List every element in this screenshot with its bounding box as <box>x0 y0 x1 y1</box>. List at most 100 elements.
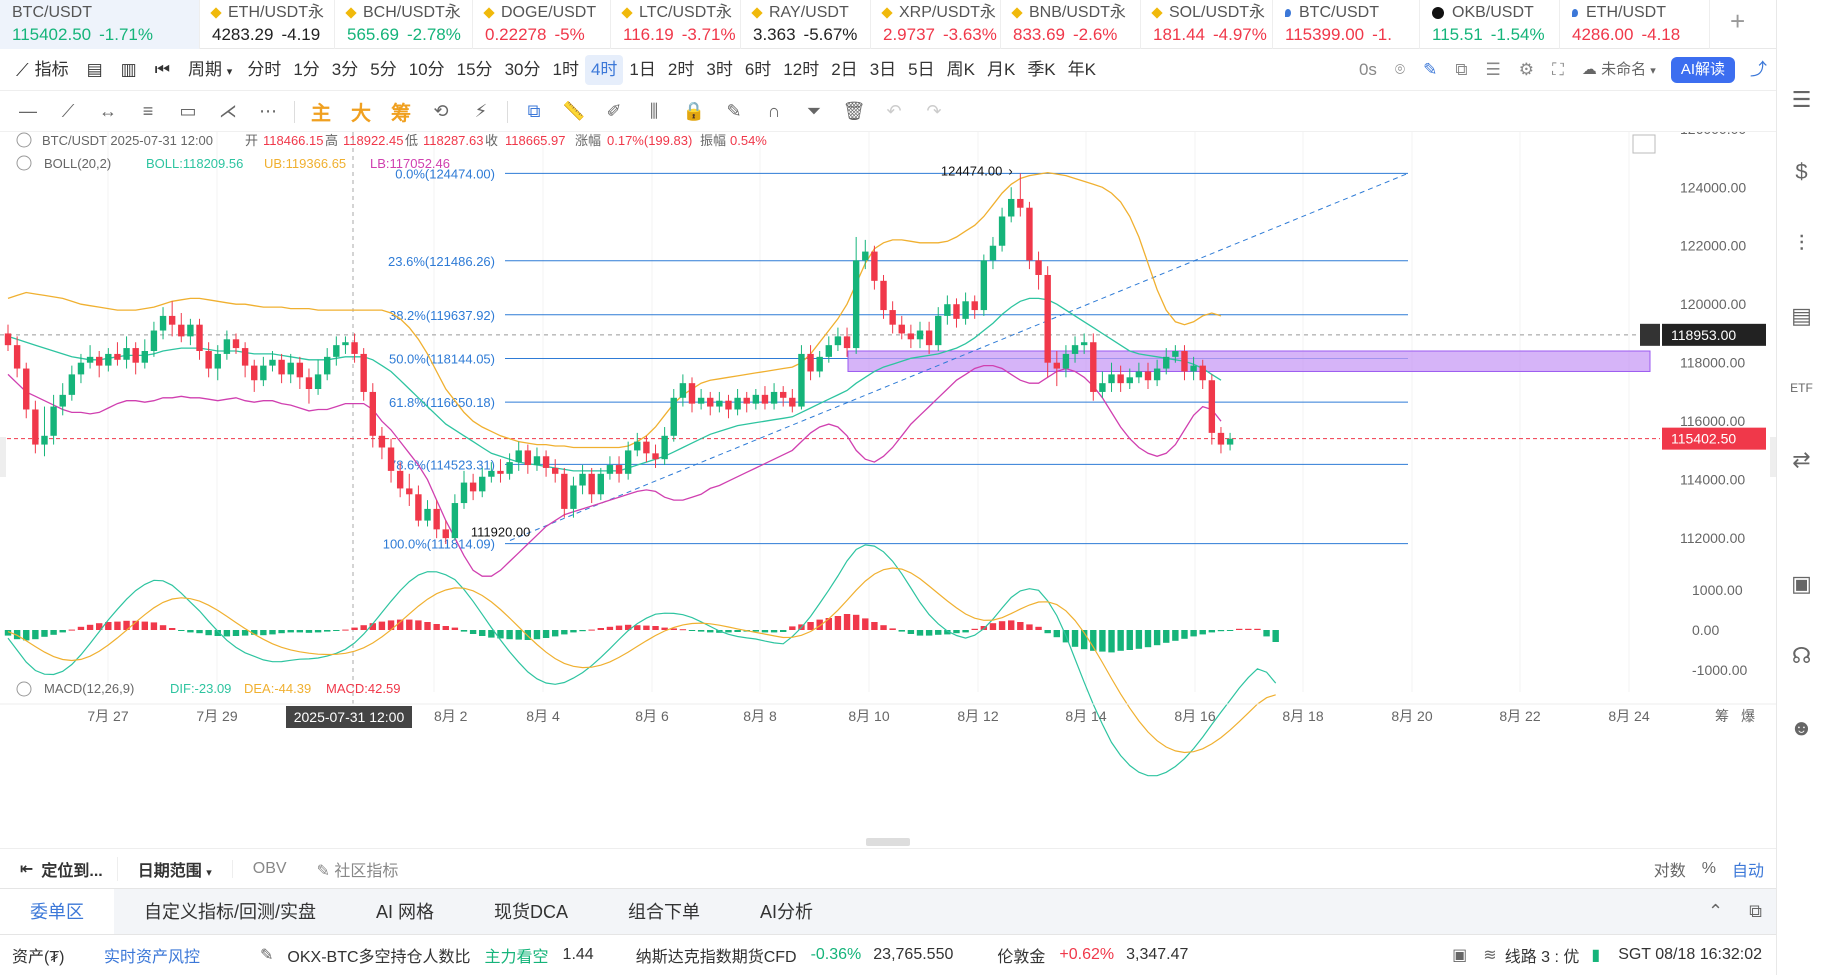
indicator-button[interactable]: ⟋ 指标 <box>0 55 78 85</box>
ticker-tab[interactable]: BCH/USDT永 565.69 -2.78% <box>335 0 473 49</box>
assets-label[interactable]: 资产(₮) <box>12 949 65 966</box>
interval-7[interactable]: 1时 <box>552 59 579 79</box>
obv-button[interactable]: OBV <box>231 859 307 878</box>
magic-wand-icon[interactable]: ⚡ <box>474 101 488 121</box>
interval-13[interactable]: 12时 <box>783 59 820 79</box>
panel-tab[interactable]: AI分析 <box>760 901 814 922</box>
date-range-dropdown[interactable]: 日期范围 ▾ <box>116 856 232 881</box>
ticker-tab[interactable]: BTC/USDT 115399.00 -1. <box>1273 0 1420 49</box>
popout-panel-icon[interactable]: ⧉ <box>1749 901 1762 921</box>
trade-icon[interactable]: $ <box>1795 159 1808 184</box>
auto-scale-button[interactable]: 自动 <box>1731 862 1764 880</box>
layout-icon[interactable]: ▥ <box>120 59 137 79</box>
filter-icon[interactable]: ⏷ <box>806 101 822 121</box>
horizontal-line-icon[interactable]: — <box>19 101 37 121</box>
community-indicators-button[interactable]: ✎ 社区指标 <box>307 857 409 881</box>
ticker-tab[interactable]: DOGE/USDT 0.22278 -5% <box>473 0 611 49</box>
share-icon[interactable]: ⤴ <box>1750 59 1767 79</box>
collapse-icon[interactable]: ⌃ <box>1708 901 1724 921</box>
main-force-tool[interactable]: 主 <box>311 103 331 125</box>
candles-icon[interactable]: ⫼ <box>649 101 659 121</box>
scroll-handle[interactable] <box>866 838 910 846</box>
risk-control-link[interactable]: 实时资产风控 <box>104 949 201 966</box>
panel-tab[interactable]: 委单区 <box>0 888 114 935</box>
interval-19[interactable]: 季K <box>1027 59 1056 79</box>
big-order-tool[interactable]: 大 <box>351 103 371 125</box>
replay-icon[interactable]: ⏮ <box>154 59 171 79</box>
layout-panel-icon[interactable]: ▣ <box>1791 571 1812 596</box>
pen-icon[interactable]: ✎ <box>1423 59 1438 79</box>
camera-icon[interactable]: ⌾ <box>1394 59 1406 79</box>
rectangle-icon[interactable]: ▭ <box>179 101 197 121</box>
ticker-tab[interactable]: ETH/USDT 4286.00 -4.18 <box>1560 0 1710 49</box>
interval-18[interactable]: 月K <box>986 59 1016 79</box>
etf-icon[interactable]: ETF <box>1790 381 1813 395</box>
ticker-tab[interactable]: BTC/USDT 115402.50 -1.71% <box>0 0 200 49</box>
locate-button[interactable]: ⇤ 定位到... <box>0 857 117 881</box>
popout-icon[interactable]: ⧉ <box>1455 59 1468 79</box>
swap-icon[interactable]: ⇄ <box>1792 447 1811 472</box>
trash-icon[interactable]: 🗑 <box>842 101 866 121</box>
left-collapse-handle[interactable] <box>0 437 6 477</box>
robot-assistant-icon[interactable]: ☻ <box>1789 715 1814 740</box>
trend-line-icon[interactable]: ⟋ <box>61 101 75 121</box>
interval-15[interactable]: 3日 <box>869 59 897 79</box>
ticker-tab[interactable]: BNB/USDT永 833.69 -2.6% <box>1001 0 1141 49</box>
line-status[interactable]: 线路 3 : 优 <box>1504 949 1580 966</box>
log-scale-button[interactable]: 对数 <box>1653 862 1686 880</box>
zone-rectangle[interactable] <box>847 350 1651 372</box>
collapse-boll-icon[interactable] <box>16 155 32 171</box>
undo-icon[interactable]: ↶ <box>886 101 902 121</box>
interval-4[interactable]: 10分 <box>408 59 445 79</box>
interval-8[interactable]: 4时 <box>584 54 624 85</box>
panel-tab[interactable]: 现货DCA <box>494 901 569 922</box>
more-tools-icon[interactable]: ⋯ <box>259 101 277 121</box>
interval-0[interactable]: 分时 <box>247 59 282 79</box>
edit-icon[interactable]: ✎ <box>260 947 274 964</box>
right-collapse-handle[interactable] <box>1770 437 1776 477</box>
ticker-tab[interactable]: RAY/USDT 3.363 -5.67% <box>741 0 871 49</box>
ticker-tab[interactable]: LTC/USDT永 116.19 -3.71% <box>611 0 741 49</box>
depth-icon[interactable]: ⫶ <box>1798 231 1805 256</box>
ticker-tab[interactable]: ETH/USDT永 4283.29 -4.19 <box>200 0 335 49</box>
ray-icon[interactable]: ↔ <box>99 101 117 121</box>
ai-explain-button[interactable]: AI解读 <box>1670 56 1735 83</box>
interval-6[interactable]: 30分 <box>504 59 541 79</box>
redo-icon[interactable]: ↷ <box>926 101 942 121</box>
expand-icon[interactable] <box>1632 134 1656 154</box>
settings-icon[interactable]: ⚙ <box>1518 59 1535 79</box>
interval-3[interactable]: 5分 <box>370 59 397 79</box>
market-icon[interactable]: ▤ <box>1791 303 1812 328</box>
headset-icon[interactable]: ☊ <box>1791 643 1812 668</box>
interval-1[interactable]: 1分 <box>293 59 320 79</box>
fullscreen-icon[interactable]: ⛶ <box>1552 59 1564 79</box>
crosshair-plus-icon[interactable] <box>1640 323 1660 346</box>
parallel-channel-icon[interactable]: ≡ <box>142 101 154 121</box>
interval-16[interactable]: 5日 <box>908 59 935 79</box>
interval-17[interactable]: 周K <box>946 59 975 79</box>
period-dropdown[interactable]: 周期 ▾ <box>179 55 241 85</box>
list-icon[interactable]: ☰ <box>1485 59 1501 79</box>
add-tab-icon[interactable]: + <box>1730 6 1746 36</box>
template-icon[interactable]: ▤ <box>86 59 103 79</box>
percent-scale-button[interactable]: % <box>1701 859 1716 877</box>
interval-20[interactable]: 年K <box>1067 59 1096 79</box>
ticker-tab[interactable]: OKB/USDT 115.51 -1.54% <box>1420 0 1560 49</box>
brush-icon[interactable]: ✐ <box>606 101 622 121</box>
note-icon[interactable]: ✎ <box>726 101 742 121</box>
auto-draw-icon[interactable]: ⟲ <box>433 101 449 121</box>
interval-12[interactable]: 6时 <box>744 59 772 79</box>
panel-tab[interactable]: 自定义指标/回测/实盘 <box>144 901 317 922</box>
collapse-macd-icon[interactable] <box>16 681 32 697</box>
interval-11[interactable]: 3时 <box>706 59 733 79</box>
interval-9[interactable]: 1日 <box>629 59 656 79</box>
seconds-button[interactable]: 0s <box>1358 59 1377 79</box>
collapse-legend-icon[interactable] <box>16 132 32 148</box>
price-chart[interactable]: BTC/USDT 2025-07-31 12:00 开 118466.15 高 1189… <box>0 132 1776 847</box>
interval-14[interactable]: 2日 <box>831 59 858 79</box>
panel-tab[interactable]: AI 网格 <box>376 901 435 922</box>
magnet-icon[interactable]: ∩ <box>767 101 781 121</box>
copy-icon[interactable]: ⧉ <box>527 101 541 121</box>
orderbook-icon[interactable]: ☰ <box>1791 87 1812 112</box>
interval-5[interactable]: 15分 <box>456 59 493 79</box>
